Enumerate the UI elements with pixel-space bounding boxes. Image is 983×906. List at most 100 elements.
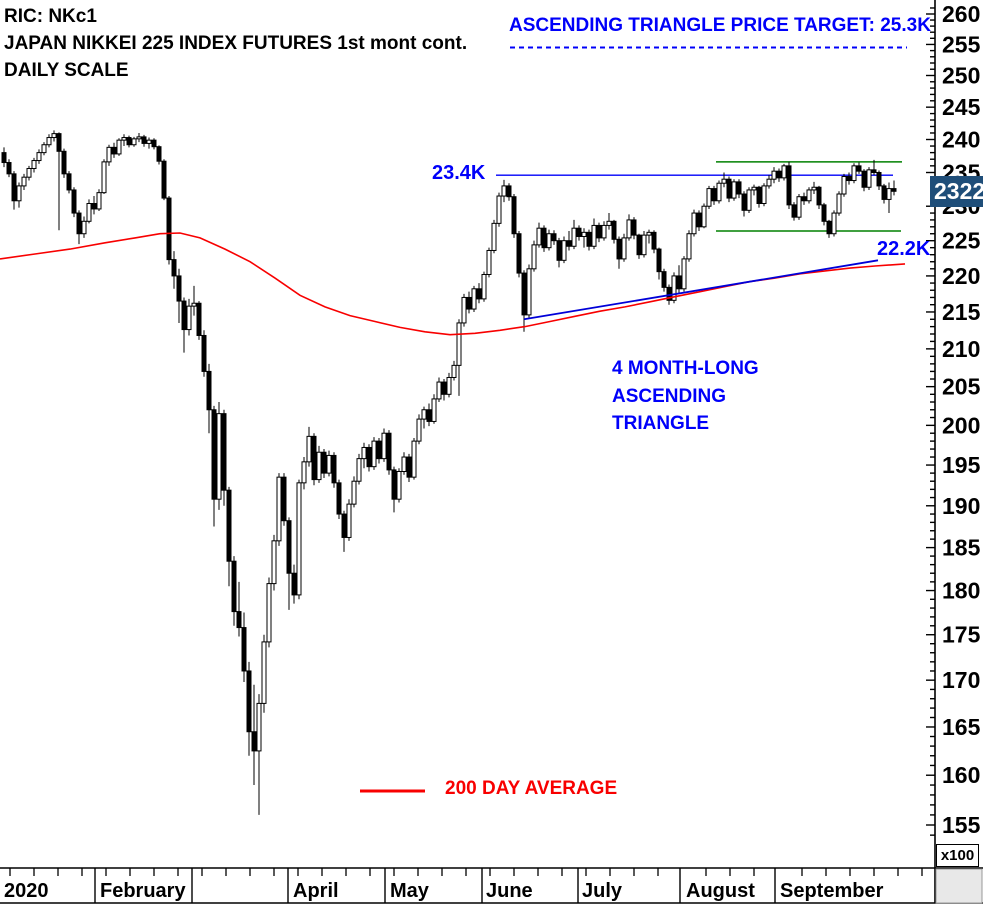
candle-body-down <box>231 560 237 613</box>
candle <box>551 230 557 245</box>
candle <box>661 268 667 292</box>
candle-body-up <box>26 168 32 178</box>
candle <box>251 684 257 786</box>
candle <box>216 402 222 510</box>
candle-body-up <box>681 258 687 290</box>
y-axis-tick-label: 205 <box>942 374 981 400</box>
candle-body-down <box>441 381 447 395</box>
candle-body-down <box>206 370 212 411</box>
candle-body-down <box>736 181 742 195</box>
y-axis-tick-label: 210 <box>942 336 980 362</box>
candle <box>686 230 692 262</box>
candle <box>236 581 242 637</box>
candle-body-down <box>611 220 617 240</box>
candle-body-down <box>336 482 342 515</box>
candle-body-up <box>751 186 757 191</box>
candle <box>86 199 92 224</box>
candle-body-down <box>801 196 807 202</box>
candle <box>206 363 212 434</box>
candle <box>501 179 507 203</box>
candle <box>591 218 597 250</box>
candle-body-up <box>626 219 632 239</box>
candle-body-up <box>16 185 22 202</box>
y-axis-tick-label: 200 <box>942 412 980 438</box>
candle <box>561 236 567 264</box>
candle-body-down <box>61 150 67 175</box>
candle <box>181 297 187 353</box>
candle <box>651 230 657 254</box>
candle <box>571 219 577 250</box>
candle-body-up <box>536 227 542 246</box>
ma-200-line <box>0 232 906 336</box>
candle <box>801 192 807 205</box>
candle-body-up <box>456 322 462 366</box>
candle-body-down <box>221 413 227 491</box>
candle <box>391 466 397 513</box>
candle <box>631 217 637 240</box>
y-axis-tick-label: 255 <box>942 31 981 57</box>
pattern-annotation: 4 MONTH-LONG ASCENDING TRIANGLE <box>612 355 759 438</box>
candle-body-up <box>601 224 607 239</box>
candle <box>341 510 347 552</box>
candle-body-up <box>371 440 377 468</box>
instrument-title: JAPAN NIKKEI 225 INDEX FUTURES 1st mont … <box>4 33 468 54</box>
candle <box>836 191 842 216</box>
candle <box>876 170 882 190</box>
candle <box>766 175 772 189</box>
candle-body-down <box>876 172 882 187</box>
candle-body-down <box>556 240 562 261</box>
candle-body-up <box>851 165 857 182</box>
candle-body-up <box>606 220 612 226</box>
candle-body-up <box>646 231 652 236</box>
candle <box>676 265 682 294</box>
candle-body-down <box>656 248 662 273</box>
candle <box>16 182 22 208</box>
candle <box>111 142 117 158</box>
candle <box>186 298 192 336</box>
candle-body-up <box>411 440 417 478</box>
candle-body-down <box>651 231 657 250</box>
candle <box>826 219 832 238</box>
candle-body-up <box>96 192 102 210</box>
candle-body-down <box>756 186 762 205</box>
candle <box>351 476 357 508</box>
candle <box>496 192 502 227</box>
candle <box>446 372 452 398</box>
candle <box>76 210 82 245</box>
candle <box>6 159 12 178</box>
pattern-annotation-line2: ASCENDING <box>612 385 727 407</box>
candle-body-down <box>281 476 287 522</box>
candle-body-down <box>226 489 232 562</box>
candle-body-down <box>506 185 512 198</box>
candle <box>451 360 457 381</box>
candle <box>371 437 377 470</box>
candle-body-up <box>796 196 802 218</box>
candle <box>791 202 797 221</box>
month-label: April <box>293 880 339 902</box>
candle <box>641 230 647 258</box>
ric-title: RIC: NKc1 <box>4 6 97 27</box>
candle <box>376 437 382 464</box>
candle-body-up <box>471 288 477 310</box>
candle-body-up <box>561 240 567 261</box>
candle-body-down <box>476 288 482 300</box>
y-axis-tick-label: 195 <box>942 452 981 478</box>
candle-body-down <box>511 196 517 235</box>
candle-body-up <box>266 583 272 643</box>
candle-body-up <box>686 233 692 260</box>
candle-body-up <box>306 435 312 463</box>
candle-body-up <box>146 139 152 144</box>
candle-body-down <box>566 240 572 247</box>
candle-body-down <box>391 469 397 500</box>
month-label: August <box>686 880 755 902</box>
y-axis-tick-label: 245 <box>942 94 981 120</box>
candle-body-down <box>616 238 622 260</box>
y-axis-tick-label: 250 <box>942 62 980 88</box>
candle-body-down <box>846 176 852 182</box>
candle-body-up <box>581 231 587 238</box>
candle <box>866 167 872 190</box>
candle-body-up <box>421 409 427 420</box>
candle-body-down <box>331 454 337 484</box>
candle <box>176 268 182 323</box>
